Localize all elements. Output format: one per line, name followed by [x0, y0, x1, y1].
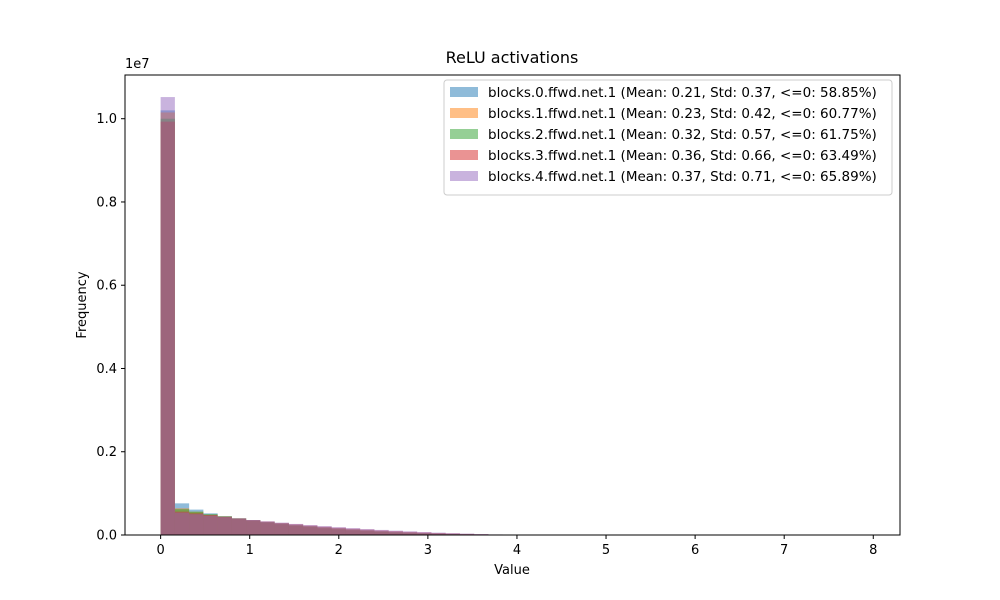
y-tick-label: 0.2: [96, 445, 117, 460]
legend-label: blocks.4.ffwd.net.1 (Mean: 0.37, Std: 0.…: [488, 169, 877, 185]
x-tick-label: 7: [780, 543, 788, 558]
histogram-bar: [246, 520, 261, 535]
histogram-bar: [431, 532, 446, 535]
histogram-bar: [345, 528, 361, 535]
x-tick-label: 3: [424, 543, 432, 558]
histogram-bar: [260, 521, 275, 535]
histogram-bar: [445, 533, 460, 535]
legend-box: [443, 79, 893, 196]
y-offset-label: 1e7: [125, 57, 150, 72]
legend-label: blocks.2.ffwd.net.1 (Mean: 0.32, Std: 0.…: [488, 127, 877, 143]
histogram-bar: [274, 522, 289, 535]
y-tick-label: 0.4: [96, 362, 117, 377]
legend-swatch: [450, 87, 478, 97]
legend-label: blocks.0.ffwd.net.1 (Mean: 0.21, Std: 0.…: [488, 85, 877, 101]
histogram-bar: [217, 517, 232, 535]
histogram-bar: [360, 529, 375, 535]
histogram-bar: [331, 527, 346, 535]
x-tick-label: 2: [335, 543, 343, 558]
x-tick-label: 1: [246, 543, 254, 558]
x-tick-label: 5: [602, 543, 610, 558]
y-tick-label: 0.0: [96, 529, 117, 544]
y-tick-label: 0.6: [96, 279, 117, 294]
legend-label: blocks.3.ffwd.net.1 (Mean: 0.36, Std: 0.…: [488, 148, 877, 164]
histogram-bar: [189, 514, 204, 535]
histogram-bar: [231, 518, 247, 535]
chart-title: ReLU activations: [446, 48, 579, 67]
histogram-bar: [388, 530, 403, 535]
histogram-bar: [303, 525, 318, 535]
plot-frame: [124, 74, 901, 536]
legend: blocks.0.ffwd.net.1 (Mean: 0.21, Std: 0.…: [443, 79, 893, 196]
histogram-bar: [417, 532, 432, 535]
legend-swatch: [450, 171, 478, 181]
histogram-bar: [374, 529, 389, 535]
series-1-bars: [160, 112, 475, 535]
histogram-bar: [459, 533, 475, 535]
x-tick-label: 4: [513, 543, 521, 558]
x-axis-title: Value: [494, 563, 530, 578]
histogram-bar: [402, 531, 418, 535]
histogram-bar: [174, 512, 190, 535]
x-tick-label: 6: [691, 543, 699, 558]
histogram-bar: [160, 97, 175, 535]
y-axis-title: Frequency: [75, 271, 90, 338]
legend-swatch: [450, 150, 478, 160]
axes: 0 1 2 3 4 5 6 7 8 0.0 0.2 0.4 0.6 0.8 1.0: [96, 74, 901, 558]
histogram-bar: [317, 526, 332, 535]
y-tick-label: 0.8: [96, 195, 117, 210]
legend-swatch: [450, 129, 478, 139]
x-tick-label: 0: [156, 543, 164, 558]
histogram-bar: [288, 523, 304, 535]
legend-label: blocks.1.ffwd.net.1 (Mean: 0.23, Std: 0.…: [488, 106, 877, 122]
histogram-bars: [160, 97, 503, 536]
x-tick-label: 8: [869, 543, 877, 558]
y-tick-label: 1.0: [96, 112, 117, 127]
histogram-bar: [203, 515, 218, 535]
legend-swatch: [450, 108, 478, 118]
